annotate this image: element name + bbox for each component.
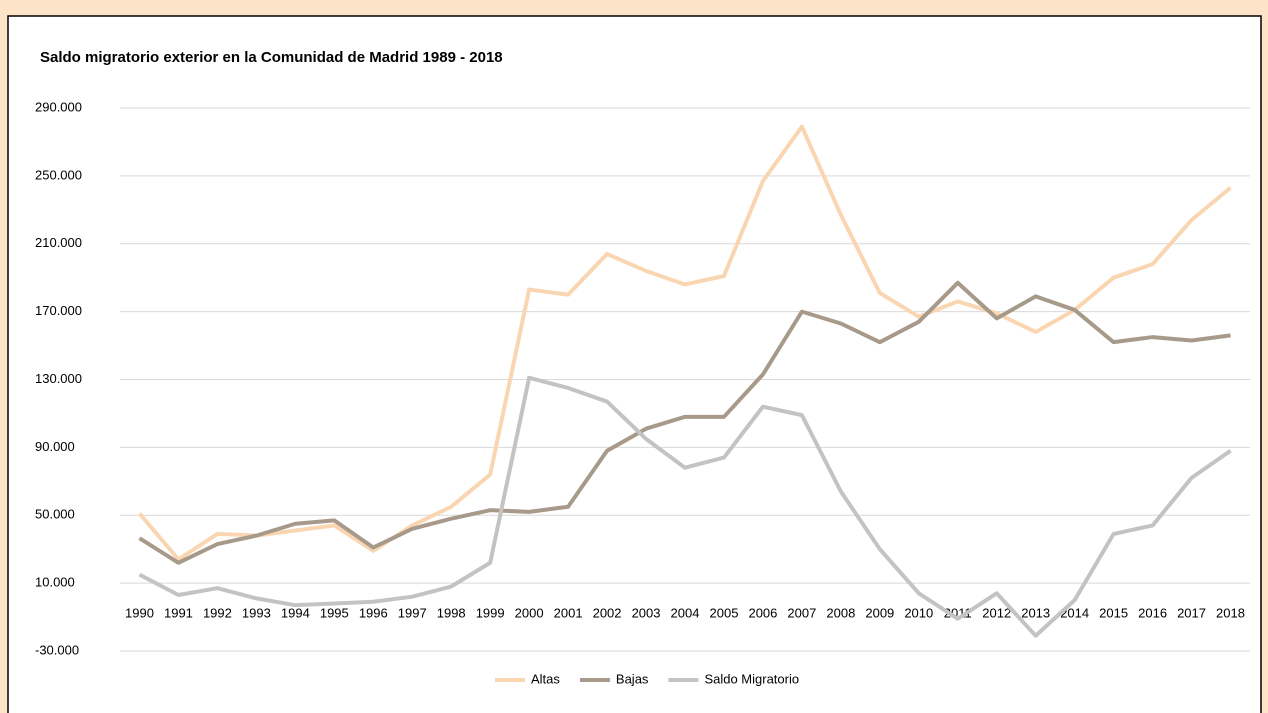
y-tick-label: 90.000 — [35, 439, 75, 454]
x-tick-label: 1996 — [359, 605, 388, 620]
y-tick-label: 210.000 — [35, 235, 82, 250]
x-tick-label: 2007 — [787, 605, 816, 620]
series-line — [137, 124, 1232, 562]
y-tick-label: 250.000 — [35, 167, 82, 182]
x-tick-label: 1999 — [476, 605, 505, 620]
x-tick-label: 1997 — [398, 605, 427, 620]
x-tick-label: 2004 — [671, 605, 700, 620]
legend-label: Saldo Migratorio — [704, 671, 799, 686]
x-tick-label: 2000 — [515, 605, 544, 620]
x-tick-label: 2002 — [593, 605, 622, 620]
x-tick-label: 2010 — [904, 605, 933, 620]
x-tick-label: 2012 — [982, 605, 1011, 620]
y-tick-label: 10.000 — [35, 575, 75, 590]
x-tick-label: 2001 — [554, 605, 583, 620]
chart-title: Saldo migratorio exterior en la Comunida… — [40, 49, 503, 66]
x-tick-label: 1993 — [242, 605, 271, 620]
y-tick-label: -30.000 — [35, 642, 79, 657]
x-tick-label: 2018 — [1216, 605, 1245, 620]
x-tick-label: 2008 — [826, 605, 855, 620]
x-tick-label: 2017 — [1177, 605, 1206, 620]
x-tick-label: 1992 — [203, 605, 232, 620]
series-line — [138, 375, 1232, 638]
x-tick-label: 2011 — [944, 605, 972, 620]
x-tick-label: 1990 — [125, 605, 154, 620]
x-tick-label: 1991 — [164, 605, 193, 620]
x-tick-label: 2005 — [710, 605, 739, 620]
x-tick-label: 2009 — [865, 605, 894, 620]
x-tick-label: 2006 — [748, 605, 777, 620]
y-tick-label: 170.000 — [35, 303, 82, 318]
x-tick-label: 2013 — [1021, 605, 1050, 620]
series-line — [138, 280, 1231, 565]
chart-frame — [7, 15, 1262, 713]
x-tick-label: 2015 — [1099, 605, 1128, 620]
x-tick-label: 1998 — [437, 605, 466, 620]
x-tick-label: 1995 — [320, 605, 349, 620]
x-tick-label: 2016 — [1138, 605, 1167, 620]
legend-label: Bajas — [616, 671, 649, 686]
x-tick-label: 2003 — [632, 605, 661, 620]
y-tick-label: 290.000 — [35, 99, 82, 114]
legend-label: Altas — [531, 671, 560, 686]
y-tick-label: 130.000 — [35, 371, 82, 386]
x-tick-label: 1994 — [281, 605, 310, 620]
y-tick-label: 50.000 — [35, 507, 75, 522]
